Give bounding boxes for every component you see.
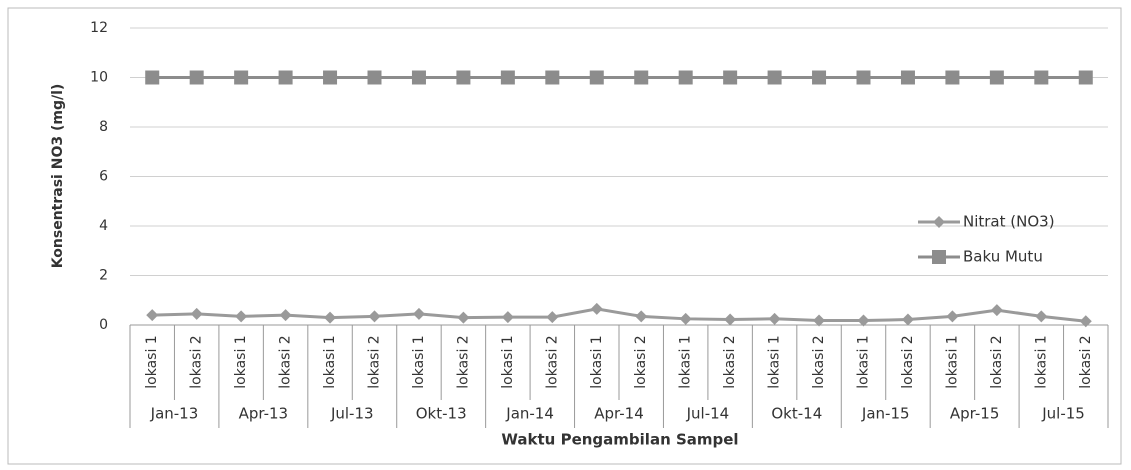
data-point xyxy=(324,311,337,324)
x-tick-label: lokasi 2 xyxy=(811,335,827,388)
data-point xyxy=(946,310,959,323)
group-label: Jan-14 xyxy=(505,405,554,423)
data-point xyxy=(411,70,426,85)
data-point xyxy=(545,70,560,85)
y-tick-label: 2 xyxy=(99,268,108,284)
x-axis-title: Waktu Pengambilan Sampel xyxy=(501,431,738,449)
data-point xyxy=(412,307,425,320)
data-point xyxy=(189,70,204,85)
data-point xyxy=(457,311,470,324)
x-tick-label: lokasi 2 xyxy=(1078,335,1094,388)
x-tick-label: lokasi 1 xyxy=(767,335,783,388)
x-tick-label: lokasi 1 xyxy=(500,335,516,388)
data-point xyxy=(724,313,737,326)
y-tick-label: 8 xyxy=(99,119,108,135)
legend-marker xyxy=(932,250,946,264)
x-tick-label: lokasi 2 xyxy=(900,335,916,388)
x-tick-label: lokasi 1 xyxy=(144,335,160,388)
data-point xyxy=(501,311,514,324)
data-point xyxy=(190,307,203,320)
x-tick-label: lokasi 2 xyxy=(278,335,294,388)
data-point xyxy=(500,70,515,85)
y-tick-label: 4 xyxy=(99,218,108,234)
x-tick-label: lokasi 1 xyxy=(233,335,249,388)
group-label: Jan-13 xyxy=(150,405,199,423)
data-point xyxy=(234,70,249,85)
data-point xyxy=(990,304,1003,317)
x-tick-label: lokasi 1 xyxy=(411,335,427,388)
data-point xyxy=(590,302,603,315)
data-point xyxy=(368,310,381,323)
x-tick-label: lokasi 1 xyxy=(944,335,960,388)
data-point xyxy=(678,70,693,85)
data-point xyxy=(546,311,559,324)
group-label: Apr-14 xyxy=(594,405,644,423)
x-tick-label: lokasi 1 xyxy=(856,335,872,388)
data-point xyxy=(857,314,870,327)
data-point xyxy=(456,70,471,85)
data-point xyxy=(1078,70,1093,85)
data-point xyxy=(235,310,248,323)
series-line xyxy=(152,307,1086,323)
x-tick-label: lokasi 2 xyxy=(455,335,471,388)
data-point xyxy=(589,70,604,85)
data-point xyxy=(679,312,692,325)
y-tick-label: 6 xyxy=(99,169,108,185)
group-label: Jan-15 xyxy=(861,405,910,423)
data-point xyxy=(1079,315,1092,328)
group-label: Jul-14 xyxy=(686,405,730,423)
data-point xyxy=(323,70,338,85)
group-label: Jul-13 xyxy=(330,405,374,423)
data-point xyxy=(146,309,159,322)
x-tick-label: lokasi 2 xyxy=(544,335,560,388)
data-point xyxy=(989,70,1004,85)
data-point xyxy=(901,313,914,326)
y-tick-label: 10 xyxy=(90,70,108,86)
data-point xyxy=(145,70,160,85)
data-point xyxy=(945,70,960,85)
data-point xyxy=(279,309,292,322)
data-point xyxy=(723,70,738,85)
data-point xyxy=(634,70,649,85)
x-tick-label: lokasi 2 xyxy=(722,335,738,388)
legend-label: Nitrat (NO3) xyxy=(963,213,1055,231)
x-tick-label: lokasi 2 xyxy=(367,335,383,388)
group-label: Jul-15 xyxy=(1041,405,1085,423)
data-point xyxy=(812,70,827,85)
y-tick-label: 12 xyxy=(90,20,108,36)
group-label: Apr-13 xyxy=(239,405,289,423)
data-point xyxy=(1034,70,1049,85)
data-point xyxy=(900,70,915,85)
x-tick-label: lokasi 1 xyxy=(1033,335,1049,388)
x-tick-label: lokasi 1 xyxy=(589,335,605,388)
group-label: Okt-13 xyxy=(416,405,467,423)
x-tick-label: lokasi 2 xyxy=(989,335,1005,388)
data-point xyxy=(367,70,382,85)
data-point xyxy=(813,314,826,327)
data-point xyxy=(767,70,782,85)
data-point xyxy=(856,70,871,85)
group-label: Apr-15 xyxy=(950,405,1000,423)
y-axis-title: Konsentrasi NO3 (mg/l) xyxy=(50,84,66,269)
x-tick-label: lokasi 1 xyxy=(678,335,694,388)
data-point xyxy=(1035,310,1048,323)
y-tick-label: 0 xyxy=(99,317,108,333)
x-tick-label: lokasi 2 xyxy=(633,335,649,388)
data-point xyxy=(768,312,781,325)
x-tick-label: lokasi 2 xyxy=(189,335,205,388)
x-tick-label: lokasi 1 xyxy=(322,335,338,388)
data-point xyxy=(278,70,293,85)
data-point xyxy=(635,310,648,323)
legend-label: Baku Mutu xyxy=(963,248,1043,266)
group-label: Okt-14 xyxy=(771,405,822,423)
chart-border xyxy=(7,7,1122,465)
legend-marker xyxy=(933,216,945,228)
